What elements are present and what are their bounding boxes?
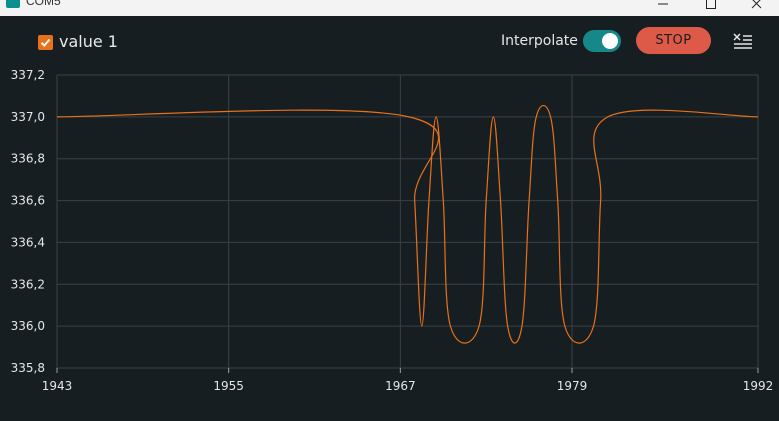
series-checkbox[interactable]	[38, 35, 53, 50]
interpolate-toggle[interactable]	[583, 30, 621, 52]
minimize-button[interactable]	[640, 0, 686, 16]
y-tick-label: 336,0	[11, 319, 45, 333]
maximize-icon	[706, 0, 716, 9]
y-tick-label: 336,8	[11, 152, 45, 166]
x-tick-label: 1967	[385, 379, 416, 393]
series-layer	[56, 104, 759, 344]
x-tick-label: 1992	[743, 379, 774, 393]
close-icon	[751, 0, 762, 9]
x-tick-label: 1943	[42, 379, 73, 393]
y-axis-ticks: 337,2 337,0 336,8 336,6 336,4 336,2 336,0 335,8	[11, 68, 45, 375]
y-tick-label: 336,4	[11, 235, 45, 249]
x-axis-ticks: 1943 1955 1967 1979 1992	[42, 368, 774, 393]
series-label: value 1	[59, 32, 118, 51]
maximize-button[interactable]	[688, 0, 734, 16]
window-title: COM5	[26, 0, 61, 8]
checkmark-icon	[40, 38, 51, 47]
y-tick-label: 335,8	[11, 361, 45, 375]
close-button[interactable]	[733, 0, 779, 16]
clear-output-menu-icon	[733, 33, 752, 49]
interpolate-label: Interpolate	[501, 33, 578, 49]
toggle-knob	[602, 33, 618, 49]
series-line-value-1	[56, 104, 759, 344]
x-tick-label: 1955	[213, 379, 244, 393]
y-tick-label: 336,2	[11, 277, 45, 291]
minimize-icon	[658, 3, 668, 5]
y-tick-label: 337,2	[11, 68, 45, 82]
grid	[56, 74, 759, 369]
stop-button[interactable]: STOP	[636, 27, 711, 54]
y-tick-label: 337,0	[11, 110, 45, 124]
title-bar: COM5	[0, 0, 779, 16]
plot-area: 337,2 337,0 336,8 336,6 336,4 336,2 336,0 335,8…	[11, 68, 774, 393]
toolbar: value 1 Interpolate STOP	[0, 16, 779, 66]
x-tick-label: 1979	[557, 379, 588, 393]
y-tick-label: 336,6	[11, 194, 45, 208]
serial-plotter-app-icon	[6, 0, 20, 8]
clear-output-menu-button[interactable]	[732, 31, 754, 51]
